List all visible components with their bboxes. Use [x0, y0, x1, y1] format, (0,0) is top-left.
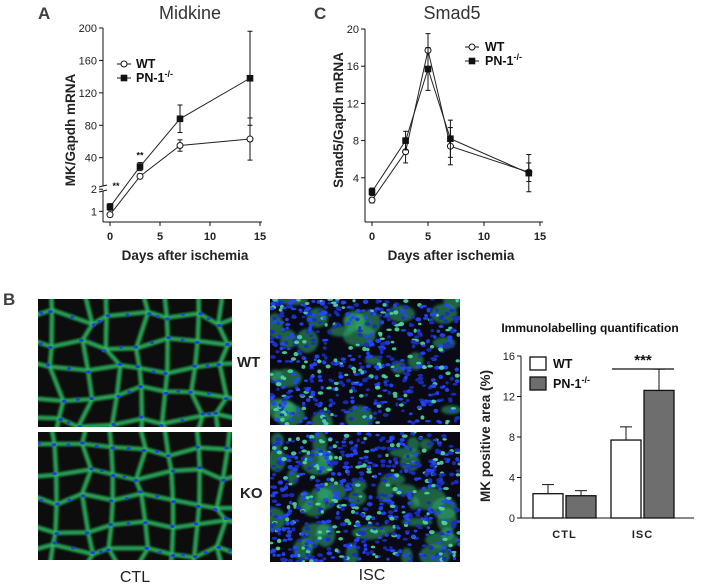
smad5-y-tick-label: 4	[353, 173, 359, 185]
micrograph-ko-ctl	[38, 432, 232, 560]
row-label-ko: KO	[240, 485, 263, 502]
smad5-legend-label: WT	[485, 40, 505, 54]
midkine-point-pn1	[106, 203, 114, 211]
midkine-y-tick-label: 120	[79, 88, 97, 100]
midkine-series-line-wt	[109, 138, 251, 215]
smad5-point-pn1	[525, 169, 533, 177]
midkine-axis-break-mark	[98, 189, 108, 193]
nuclei	[38, 441, 232, 559]
quant-legend-label: PN-1-/-	[553, 375, 590, 391]
midkine-y-tick-label: 40	[85, 153, 97, 165]
quant-bar-ctl-pn1	[565, 495, 597, 519]
smad5-x-tick-label: 10	[478, 231, 490, 243]
micrograph-wt-isc	[270, 299, 460, 425]
panel-letter-b: B	[3, 290, 15, 309]
midkine-chart-title: Midkine	[159, 3, 221, 23]
midkine-chart: Midkine MK/Gapdh mRNA Days after ischemi…	[63, 3, 266, 263]
midkine-y-tick-label: 160	[79, 55, 97, 67]
midkine-x-axis-label: Days after ischemia	[122, 248, 249, 263]
panel-letter-a: A	[38, 4, 50, 23]
midkine-legend-marker	[120, 74, 128, 82]
smad5-y-tick-label: 8	[353, 136, 359, 148]
quant-y-tick-label: 4	[509, 473, 515, 485]
midkine-y-tick-label: 1	[91, 206, 97, 218]
quant-significance-label: ***	[634, 352, 652, 369]
midkine-point-pn1	[136, 163, 144, 170]
smad5-legend-marker	[468, 57, 476, 65]
smad5-x-axis-label: Days after ischemia	[388, 248, 515, 263]
smad5-legend-label: PN-1-/-	[485, 52, 522, 68]
midkine-x-tick-label: 5	[157, 231, 163, 243]
quant-bar-isc-pn1	[643, 389, 675, 519]
midkine-y-axis-label: MK/Gapdh mRNA	[63, 74, 78, 187]
midkine-x-tick-label: 15	[254, 231, 266, 243]
smad5-x-tick-label: 5	[425, 231, 431, 243]
smad5-point-wt	[368, 196, 376, 204]
smad5-chart: Smad5 Smad5/Gapdh mRNA Days after ischem…	[331, 3, 546, 263]
smad5-y-tick-label: 20	[347, 24, 359, 36]
smad5-point-pn1	[402, 137, 409, 144]
smad5-x-tick-label: 15	[534, 231, 546, 243]
quant-bar-ctl-wt	[532, 493, 564, 519]
smad5-point-pn1	[447, 135, 454, 143]
column-label-ctl: CTL	[120, 569, 150, 586]
quant-category-label: ISC	[632, 529, 653, 541]
midkine-series-line-pn1	[109, 77, 251, 208]
nuclei	[270, 432, 460, 562]
quant-y-tick-label: 16	[503, 351, 515, 363]
midkine-x-tick-label: 0	[107, 231, 113, 243]
smad5-chart-title: Smad5	[423, 3, 480, 23]
midkine-y-tick-label: 200	[79, 23, 97, 35]
quant-category-label: CTL	[552, 529, 576, 541]
midkine-significance-label: **	[112, 181, 120, 191]
midkine-x-tick-label: 10	[204, 231, 216, 243]
panel-letter-c: C	[314, 4, 326, 23]
quant-y-axis-label: MK positive area (%)	[478, 370, 493, 502]
smad5-point-pn1	[368, 188, 376, 196]
midkine-point-pn1	[246, 74, 254, 82]
smad5-x-tick-label: 0	[369, 231, 375, 243]
row-label-wt: WT	[237, 354, 260, 371]
midkine-point-pn1	[176, 115, 184, 123]
micrograph-wt-ctl	[38, 299, 232, 427]
midkine-point-wt	[176, 142, 184, 150]
quantification-chart: Immunolabelling quantification MK positi…	[478, 321, 694, 541]
midkine-legend-marker	[120, 60, 128, 68]
quant-y-tick-label: 0	[509, 513, 515, 525]
midkine-legend-label: PN-1-/-	[136, 69, 173, 85]
quant-y-tick-label: 12	[503, 392, 515, 404]
smad5-point-pn1	[424, 65, 432, 73]
smad5-y-axis-label: Smad5/Gapdh mRNA	[331, 52, 346, 188]
microscopy-panel: WT KO CTL ISC	[38, 299, 460, 586]
midkine-y-tick-label: 2	[91, 184, 97, 196]
column-label-isc: ISC	[359, 567, 386, 584]
midkine-axis-break-mark	[98, 184, 108, 188]
midkine-point-wt	[136, 172, 144, 180]
midkine-point-wt	[246, 135, 254, 143]
quant-legend-label: WT	[553, 357, 573, 371]
membrane-network	[38, 432, 232, 560]
micrograph-ko-isc	[270, 432, 460, 562]
smad5-y-tick-label: 12	[347, 98, 359, 110]
midkine-significance-label: **	[136, 151, 144, 161]
midkine-y-tick-label: 80	[85, 120, 97, 132]
midkine-legend-label: WT	[136, 57, 156, 71]
smad5-legend-marker	[468, 43, 476, 51]
quant-chart-title: Immunolabelling quantification	[501, 321, 678, 335]
nuclei	[270, 299, 460, 425]
quant-legend-swatch-wt	[529, 356, 547, 371]
quant-legend-swatch-pn1	[529, 376, 547, 391]
nuclei	[39, 299, 230, 427]
quant-bar-isc-wt	[610, 439, 642, 519]
smad5-y-tick-label: 16	[347, 61, 359, 73]
midkine-point-wt	[106, 211, 114, 219]
quant-y-tick-label: 8	[509, 432, 515, 444]
